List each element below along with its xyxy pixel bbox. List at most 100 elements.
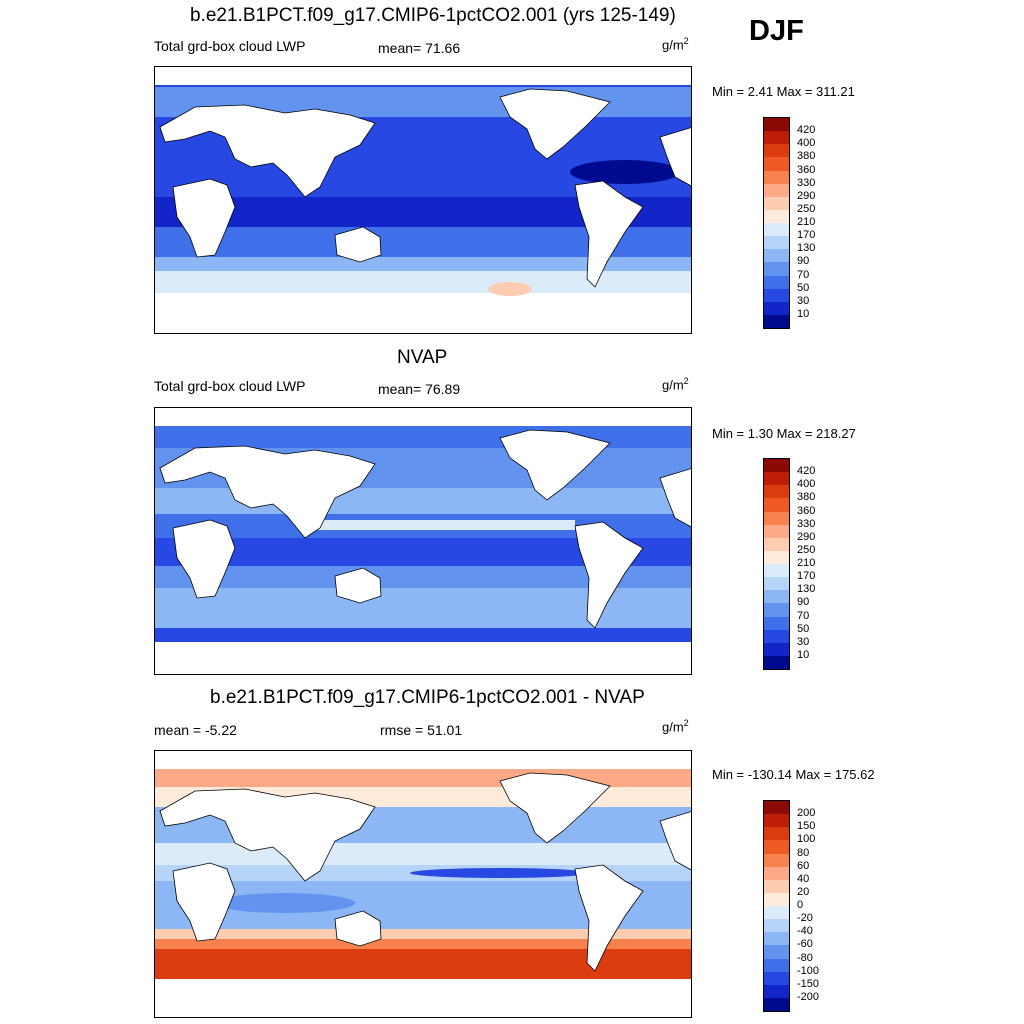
colorbar-label: 250 <box>797 202 816 215</box>
season-label: DJF <box>749 15 804 47</box>
colorbar-label: -20 <box>797 912 813 925</box>
colorbar-segment <box>764 236 789 250</box>
panel-obs-units: g/m2 <box>662 376 689 393</box>
colorbar-segment <box>764 472 789 486</box>
colorbar-segment <box>764 249 789 263</box>
colorbar-segment <box>764 262 789 276</box>
colorbar-label: -60 <box>797 938 813 951</box>
colorbar-label: 380 <box>797 150 816 163</box>
colorbar-segment <box>764 853 789 867</box>
colorbar-label: 290 <box>797 530 816 543</box>
colorbar-label: 170 <box>797 570 816 583</box>
colorbar-segment <box>764 801 789 815</box>
colorbar-label: 330 <box>797 176 816 189</box>
colorbar-label: 360 <box>797 504 816 517</box>
colorbar-segment <box>764 301 789 315</box>
colorbar-segment <box>764 616 789 630</box>
colorbar-label: 10 <box>797 648 810 661</box>
colorbar-label: 330 <box>797 517 816 530</box>
panel-diff-units: g/m2 <box>662 718 689 735</box>
colorbar-label: 0 <box>797 899 804 911</box>
colorbar-label: 20 <box>797 885 810 898</box>
colorbar-label: 360 <box>797 163 816 176</box>
colorbar-segment <box>764 157 789 171</box>
colorbar-segment <box>764 958 789 972</box>
colorbar-label: 70 <box>797 268 810 281</box>
colorbar-segment <box>764 603 789 617</box>
panel-diff-minmax: Min = -130.14 Max = 175.62 <box>712 767 875 782</box>
colorbar-segment <box>764 642 789 656</box>
colorbar-label: 150 <box>797 820 816 833</box>
panel-model-mean: mean= 71.66 <box>378 40 461 56</box>
colorbar-segment <box>764 866 789 880</box>
colorbar-segment <box>764 524 789 538</box>
panel-obs-minmax: Min = 1.30 Max = 218.27 <box>712 426 856 441</box>
colorbar-label: 400 <box>797 137 816 150</box>
colorbar-label: 40 <box>797 872 810 885</box>
colorbar-label: 210 <box>797 216 816 228</box>
colorbar-segment <box>764 511 789 525</box>
panel-diff-mean: mean = -5.22 <box>154 722 237 738</box>
colorbar-segment <box>764 564 789 578</box>
colorbar-segment <box>764 840 789 854</box>
colorbar-segment <box>764 498 789 512</box>
panel-obs-mean: mean= 76.89 <box>378 381 461 397</box>
colorbar-segment <box>764 814 789 828</box>
panel-model-units: g/m2 <box>662 36 689 53</box>
colorbar-segment <box>764 288 789 302</box>
panel-diff-title: b.e21.B1PCT.f09_g17.CMIP6-1pctCO2.001 - … <box>210 687 645 708</box>
colorbar-label: 90 <box>797 255 810 268</box>
panel-obs-colorbar <box>763 458 790 670</box>
colorbar-segment <box>764 629 789 643</box>
colorbar-segment <box>764 892 789 906</box>
colorbar-label: -80 <box>797 951 813 964</box>
colorbar-segment <box>764 577 789 591</box>
colorbar-segment <box>764 945 789 959</box>
colorbar-segment <box>764 537 789 551</box>
colorbar-label: 380 <box>797 491 816 504</box>
colorbar-label: 130 <box>797 583 816 596</box>
colorbar-segment <box>764 223 789 237</box>
colorbar-segment <box>764 919 789 933</box>
colorbar-label: 50 <box>797 622 810 635</box>
colorbar-segment <box>764 459 789 473</box>
panel-obs-map-svg <box>155 408 691 674</box>
colorbar-segment <box>764 314 789 328</box>
colorbar-label: 420 <box>797 465 816 478</box>
colorbar-segment <box>764 196 789 210</box>
colorbar-label: 250 <box>797 543 816 556</box>
colorbar-label: 80 <box>797 846 810 859</box>
colorbar-label: -200 <box>797 990 820 1003</box>
colorbar-label: 90 <box>797 596 810 609</box>
colorbar-label: 130 <box>797 242 816 255</box>
panel-model-variable-label: Total grd-box cloud LWP <box>154 38 306 54</box>
panel-model-minmax: Min = 2.41 Max = 311.21 <box>712 84 855 99</box>
colorbar-segment <box>764 827 789 841</box>
colorbar-segment <box>764 131 789 145</box>
panel-diff-rmse: rmse = 51.01 <box>380 722 463 738</box>
colorbar-label: 30 <box>797 635 810 648</box>
colorbar-segment <box>764 655 789 669</box>
colorbar-label: 170 <box>797 229 816 242</box>
colorbar-label: 210 <box>797 557 816 569</box>
colorbar-segment <box>764 209 789 223</box>
colorbar-segment <box>764 183 789 197</box>
panel-diff-map <box>154 750 692 1018</box>
panel-obs-title: NVAP <box>397 347 448 368</box>
colorbar-segment <box>764 590 789 604</box>
colorbar-label: 400 <box>797 478 816 491</box>
colorbar-segment <box>764 275 789 289</box>
colorbar-label: 50 <box>797 281 810 294</box>
colorbar-label: -40 <box>797 925 813 938</box>
colorbar-segment <box>764 984 789 998</box>
colorbar-label: 420 <box>797 124 816 137</box>
colorbar-label: 60 <box>797 859 810 872</box>
panel-model-colorbar <box>763 117 790 329</box>
panel-model-map <box>154 66 692 334</box>
colorbar-segment <box>764 485 789 499</box>
panel-model-title: b.e21.B1PCT.f09_g17.CMIP6-1pctCO2.001 (y… <box>190 5 676 26</box>
colorbar-label: 30 <box>797 294 810 307</box>
panel-diff-colorbar <box>763 800 790 1012</box>
colorbar-segment <box>764 997 789 1011</box>
colorbar-label: -150 <box>797 977 820 990</box>
